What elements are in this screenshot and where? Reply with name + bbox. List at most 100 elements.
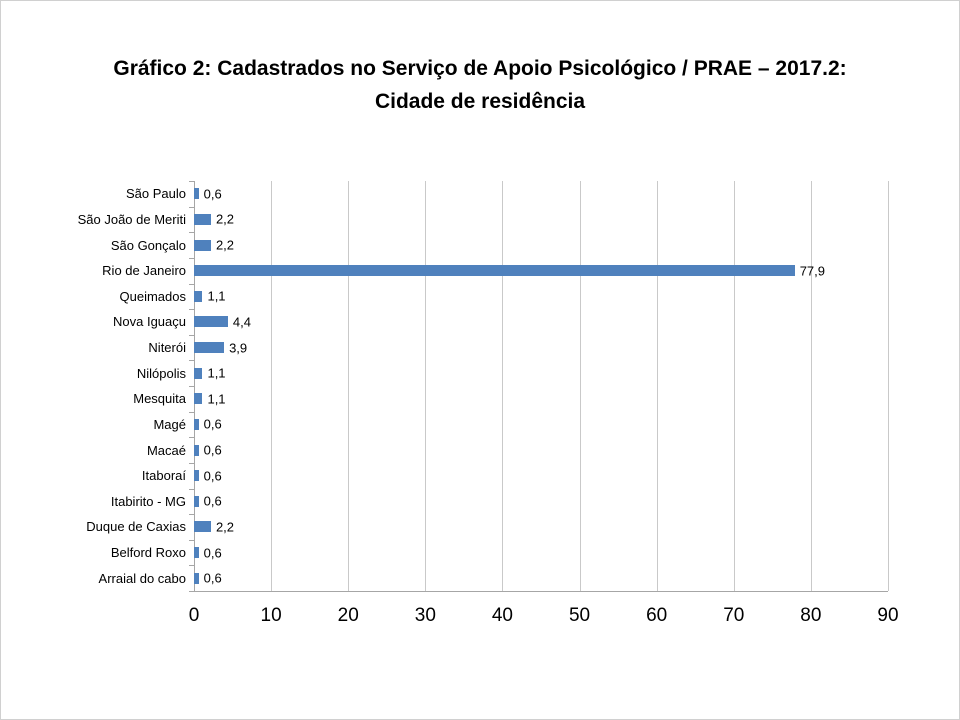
y-axis-tick bbox=[189, 488, 194, 490]
bar-track: 3,9 bbox=[194, 335, 888, 361]
bar-track: 77,9 bbox=[194, 258, 888, 284]
value-label: 0,6 bbox=[203, 442, 222, 458]
category-label: Itabirito - MG bbox=[110, 493, 186, 509]
bar-track: 2,2 bbox=[194, 514, 888, 540]
bar bbox=[194, 290, 203, 302]
bar-track: 0,6 bbox=[194, 437, 888, 463]
bar bbox=[194, 316, 228, 328]
category-label: Nova Iguaçu bbox=[113, 314, 186, 330]
y-axis-tick bbox=[189, 437, 194, 439]
gridline bbox=[502, 181, 504, 591]
y-axis-tick bbox=[189, 386, 194, 387]
bar bbox=[194, 213, 211, 225]
bar bbox=[194, 470, 199, 482]
chart-row: Nilópolis 1,1 bbox=[1, 360, 888, 386]
bar-track: 0,6 bbox=[194, 489, 888, 515]
plot-area bbox=[194, 181, 889, 592]
value-label: 4,4 bbox=[232, 314, 251, 330]
value-label: 2,2 bbox=[215, 237, 235, 253]
bar-track: 0,6 bbox=[194, 565, 888, 591]
bar bbox=[194, 342, 225, 354]
category-label: Duque de Caxias bbox=[86, 519, 186, 535]
bar bbox=[194, 572, 199, 584]
value-label: 77,9 bbox=[799, 263, 825, 279]
category-label: São Paulo bbox=[126, 186, 186, 202]
chart-row: Arraial do cabo 0,6 bbox=[1, 565, 888, 591]
y-axis-tick bbox=[189, 232, 194, 234]
category-label: Macaé bbox=[146, 442, 186, 458]
category-label: São João de Meriti bbox=[77, 211, 186, 227]
value-label: 0,6 bbox=[203, 545, 222, 561]
y-axis-tick bbox=[189, 565, 194, 567]
chart-row: Mesquita 1,1 bbox=[1, 386, 888, 412]
bar bbox=[194, 239, 211, 251]
x-axis-tick-label: 60 bbox=[646, 605, 668, 626]
bar-track: 0,6 bbox=[194, 412, 888, 438]
y-axis-tick bbox=[189, 514, 194, 516]
category-label: Mesquita bbox=[133, 391, 186, 407]
bar-chart: São Paulo 0,6 São João de Meriti 2,2 São Gon… bbox=[1, 181, 959, 651]
value-label: 1,1 bbox=[207, 391, 226, 407]
chart-row: Itabirito - MG 0,6 bbox=[1, 489, 888, 515]
y-axis-tick bbox=[189, 206, 194, 208]
chart-row: São Gonçalo 2,2 bbox=[1, 232, 888, 258]
bar bbox=[194, 495, 199, 507]
value-label: 0,6 bbox=[203, 570, 222, 586]
gridline bbox=[888, 181, 889, 591]
y-axis-tick bbox=[189, 257, 194, 259]
gridline bbox=[810, 181, 812, 591]
bar-track: 1,1 bbox=[194, 284, 888, 310]
chart-row: São Paulo 0,6 bbox=[1, 181, 888, 207]
category-label: Rio de Janeiro bbox=[102, 263, 186, 279]
category-label: Nilópolis bbox=[136, 365, 186, 381]
x-axis-tick-label: 40 bbox=[491, 605, 514, 626]
bar-track: 0,6 bbox=[194, 463, 888, 489]
category-label: Belford Roxo bbox=[110, 545, 186, 561]
x-axis-tick-label: 70 bbox=[723, 605, 745, 626]
gridline bbox=[271, 181, 273, 591]
value-label: 0,6 bbox=[203, 468, 222, 484]
value-label: 0,6 bbox=[203, 416, 222, 432]
category-label: Queimados bbox=[119, 288, 186, 304]
bar-track: 1,1 bbox=[194, 360, 888, 386]
bar bbox=[194, 444, 199, 456]
y-axis-tick bbox=[189, 462, 194, 464]
chart-row: Macaé 0,6 bbox=[1, 437, 888, 463]
chart-row: São João de Meriti 2,2 bbox=[1, 207, 888, 233]
bar-track: 1,1 bbox=[194, 386, 888, 412]
bar-track: 2,2 bbox=[194, 207, 888, 233]
category-label: Arraial do cabo bbox=[98, 570, 186, 586]
x-axis: 0 10 20 30 40 50 60 70 80 90 bbox=[189, 605, 899, 635]
x-axis-tick-label: 80 bbox=[800, 605, 822, 626]
x-axis-tick-label: 90 bbox=[877, 605, 899, 626]
value-label: 0,6 bbox=[203, 186, 222, 202]
chart-title: Gráfico 2: Cadastrados no Serviço de Apo… bbox=[113, 57, 847, 113]
y-axis-tick bbox=[189, 539, 194, 541]
bar bbox=[194, 265, 795, 277]
bar bbox=[194, 393, 203, 405]
category-label: Itaboraí bbox=[141, 468, 186, 484]
value-label: 0,6 bbox=[203, 493, 222, 509]
chart-row: Magé 0,6 bbox=[1, 412, 888, 438]
y-axis-tick bbox=[189, 591, 194, 592]
chart-row: Queimados 1,1 bbox=[1, 284, 888, 310]
y-axis-tick bbox=[189, 334, 194, 336]
gridline bbox=[733, 181, 735, 591]
gridline bbox=[656, 181, 658, 591]
value-label: 3,9 bbox=[229, 340, 248, 356]
gridline bbox=[348, 181, 350, 591]
x-axis-tick-label: 30 bbox=[414, 605, 436, 626]
category-label: Magé bbox=[153, 416, 186, 432]
y-axis-tick bbox=[189, 411, 194, 413]
chart-row: Itaboraí 0,6 bbox=[1, 463, 888, 489]
x-axis-tick-label: 50 bbox=[568, 605, 591, 626]
value-label: 2,2 bbox=[215, 211, 235, 227]
bar bbox=[194, 188, 199, 200]
value-label: 1,1 bbox=[207, 288, 226, 304]
category-label: São Gonçalo bbox=[110, 237, 186, 253]
y-axis-tick bbox=[189, 309, 194, 311]
bar-track: 4,4 bbox=[194, 309, 888, 335]
x-axis-tick-label: 0 bbox=[188, 605, 200, 626]
bar-track: 2,2 bbox=[194, 232, 888, 258]
